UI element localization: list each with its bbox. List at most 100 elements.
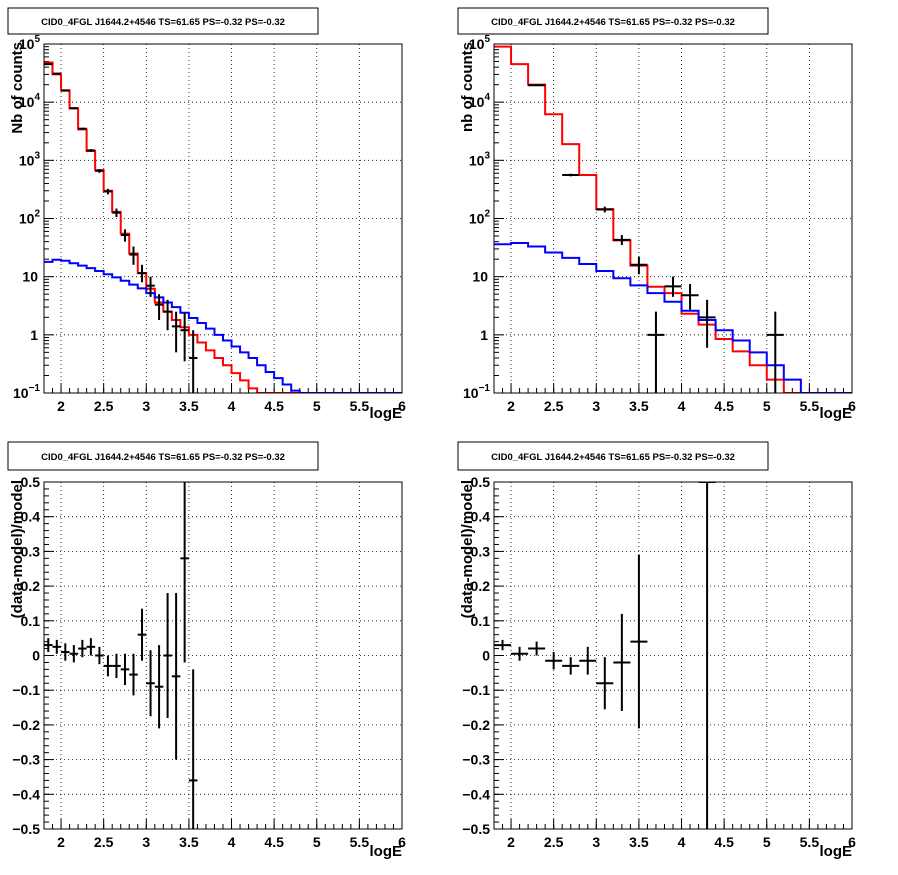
x-axis-label: logE [820, 843, 853, 860]
y-tick-label: 0 [482, 648, 490, 664]
x-tick-label: 4.5 [714, 834, 734, 850]
data-point [78, 127, 87, 130]
y-tick-label: 0.1 [471, 613, 491, 629]
residual-point [545, 652, 563, 670]
x-tick-label: 3.5 [629, 834, 649, 850]
residual-point [171, 593, 181, 760]
y-tick-label: −0.1 [462, 682, 490, 698]
residual-point [61, 643, 70, 661]
x-axis-label: logE [370, 843, 403, 860]
y-axis-label: nb of counts [459, 42, 476, 132]
y-tick-label: 1 [30, 327, 38, 343]
residual-point [562, 657, 580, 675]
x-tick-label: 3.5 [629, 398, 649, 414]
y-tick-label: 10−1 [13, 383, 40, 401]
y-tick-label: 0.1 [21, 613, 41, 629]
x-tick-label: 3 [592, 834, 600, 850]
x-tick-label: 3.5 [179, 834, 199, 850]
x-tick-label: 5 [313, 834, 321, 850]
data-point [129, 246, 138, 265]
x-tick-label: 2 [57, 398, 65, 414]
x-tick-label: 4 [228, 834, 236, 850]
residual-point [52, 639, 62, 654]
x-tick-label: 4.5 [264, 834, 284, 850]
y-tick-label: 10 [22, 269, 38, 285]
y-tick-label: −0.5 [462, 821, 490, 837]
x-tick-label: 6 [398, 834, 406, 850]
y-tick-label: 0.5 [21, 474, 41, 490]
data-point [61, 89, 70, 92]
data-point [664, 276, 682, 297]
x-tick-label: 2.5 [544, 834, 564, 850]
data-point [630, 256, 648, 275]
residual-point [95, 646, 104, 665]
data-point [596, 206, 614, 213]
residual-point [78, 639, 87, 658]
data-point [180, 312, 189, 362]
chart-title: CID0_4FGL J1644.2+4546 TS=61.65 PS=-0.32… [491, 452, 735, 463]
y-tick-label: 0.2 [471, 578, 491, 594]
y-tick-label: 0.2 [21, 578, 41, 594]
data-point [562, 173, 580, 177]
x-tick-label: 5.5 [800, 834, 820, 850]
data-point [528, 84, 546, 87]
y-axis-label: (data-model)/model [9, 480, 26, 618]
residual-point [146, 650, 155, 717]
data-point [154, 294, 164, 320]
y-tick-label: −0.5 [12, 821, 40, 837]
chart-title: CID0_4FGL J1644.2+4546 TS=61.65 PS=-0.32… [41, 452, 285, 463]
residual-point [44, 638, 53, 653]
data-point [86, 149, 96, 152]
title-box [7, 441, 319, 471]
y-tick-label: 105 [19, 34, 41, 52]
title-box [7, 7, 319, 35]
x-tick-label: 4 [678, 398, 686, 414]
y-tick-label: −0.3 [462, 752, 490, 768]
x-axis-label: logE [820, 405, 853, 422]
y-tick-label: −0.4 [462, 786, 490, 802]
residual-point [129, 653, 138, 696]
x-tick-label: 3.5 [179, 398, 199, 414]
data-point [171, 311, 181, 353]
data-point [69, 107, 79, 110]
data-point [52, 72, 62, 75]
x-tick-label: 2.5 [94, 398, 114, 414]
total-model-line [44, 61, 402, 393]
y-tick-label: 10 [472, 269, 488, 285]
x-tick-label: 6 [848, 834, 856, 850]
x-tick-label: 5 [763, 834, 771, 850]
data-point [95, 168, 104, 173]
residual-point [103, 655, 113, 677]
y-tick-label: 104 [19, 92, 41, 110]
residual-point [188, 669, 198, 829]
x-tick-label: 3 [142, 834, 150, 850]
y-axis-label: (data-model)/model [459, 480, 476, 618]
residual-point [630, 554, 648, 729]
x-tick-label: 4.5 [714, 398, 734, 414]
y-tick-label: −0.3 [12, 752, 40, 768]
plot-frame [493, 43, 853, 394]
title-box [457, 441, 769, 471]
x-tick-label: 2.5 [94, 834, 114, 850]
data-point [613, 235, 631, 246]
y-tick-label: 0.3 [21, 543, 41, 559]
residual-point [494, 639, 512, 651]
y-tick-label: 10−1 [463, 383, 490, 401]
data-point [188, 330, 198, 393]
residual-point [163, 593, 172, 718]
plot-frame [493, 481, 853, 830]
residual-point [698, 482, 716, 829]
background-model-line [44, 258, 402, 393]
y-tick-label: −0.2 [12, 717, 40, 733]
chart-panel-4: 2 2.5 3 3.5 4 4.5 5 5.5 6 −0.5 −0.4 −0.3 −0.2 −0.1 0 0.… [457, 441, 856, 860]
residual-point [86, 638, 96, 656]
x-tick-label: 5.5 [350, 398, 370, 414]
y-tick-label: 102 [19, 209, 41, 227]
data-point [698, 299, 716, 348]
y-tick-label: 0 [32, 648, 40, 664]
y-tick-label: 105 [469, 34, 491, 52]
y-tick-label: 102 [469, 209, 491, 227]
chart-panel-2: 2 2.5 3 3.5 4 4.5 5 5.5 6 10−1 1 10 102 103 104 105 logE… [457, 7, 856, 422]
x-tick-label: 3 [142, 398, 150, 414]
